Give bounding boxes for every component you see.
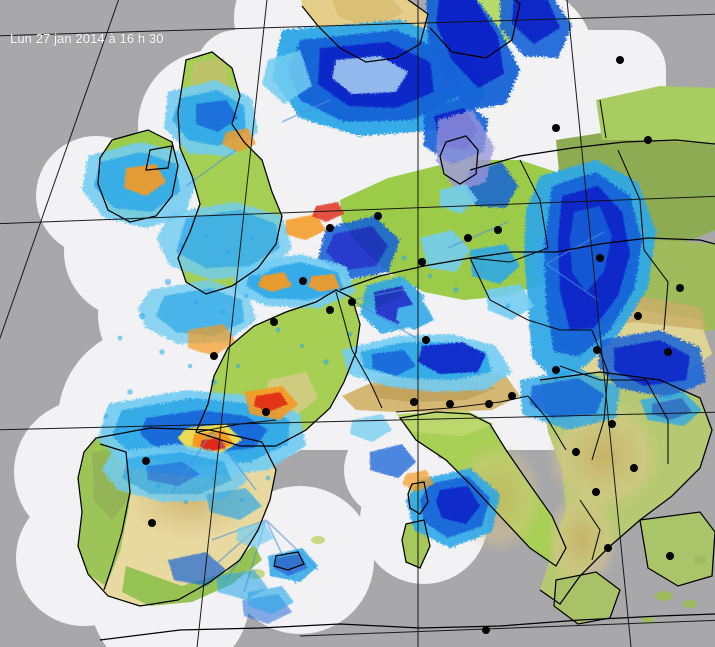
city-dot (418, 258, 426, 266)
city-dot (664, 348, 672, 356)
city-dot (210, 352, 218, 360)
city-dot (630, 464, 638, 472)
coast-north-europe (339, 237, 715, 291)
city-dot (299, 277, 307, 285)
city-dot (616, 56, 624, 64)
landmass-baltic-states (596, 86, 715, 144)
city-dot (552, 366, 560, 374)
meridian-west-outer (0, 0, 120, 340)
coast-corsica (407, 481, 429, 515)
landmass-greece-peloponnese (554, 572, 620, 624)
scandinavia-relief (332, 0, 404, 30)
landmass-greece-east (640, 512, 715, 586)
border-germany-poland (519, 159, 549, 249)
city-dot (348, 298, 356, 306)
echo-poland-czech (520, 160, 706, 430)
city-dot (410, 398, 418, 406)
coast-ireland (97, 129, 179, 223)
parallel-mid (0, 195, 715, 225)
echo-alps (342, 334, 512, 392)
border-france-italy (351, 349, 383, 409)
coast-great-britain (177, 51, 283, 295)
city-dot (142, 457, 150, 465)
border-france-germany (335, 291, 353, 351)
border-hungary-balkan (559, 365, 646, 381)
city-dot (644, 136, 652, 144)
border-northern-ireland (145, 145, 173, 171)
parallel-far-south (299, 619, 715, 637)
city-dot (482, 626, 490, 634)
border-portugal (99, 443, 131, 591)
city-dot (572, 448, 580, 456)
city-dot (596, 254, 604, 262)
city-dot (676, 284, 684, 292)
aegean-islands (642, 555, 706, 624)
echo-balearic (236, 522, 318, 614)
iberia-green-south (122, 544, 262, 606)
border-germany-czech (469, 247, 549, 263)
coast-baltic-south (469, 139, 715, 171)
city-dot (262, 408, 270, 416)
parallel-north (0, 13, 715, 37)
city-dot (464, 234, 472, 242)
precipitation-layer (82, 0, 706, 624)
border-austria-hungary (527, 319, 592, 331)
border-croatia (527, 395, 567, 451)
city-dot (422, 336, 430, 344)
city-dot (374, 212, 382, 220)
city-dot (604, 544, 612, 552)
city-dot (326, 224, 334, 232)
coast-denmark (439, 135, 479, 185)
coast-sweden (429, 0, 521, 59)
coast-italy (398, 411, 567, 567)
balkan-relief-2 (546, 490, 618, 590)
echo-sardinia (402, 468, 500, 548)
meridian-east (566, 0, 632, 647)
border-czech-austria (469, 257, 529, 321)
border-baltic (599, 99, 607, 139)
echo-spain-north (102, 444, 292, 624)
coast-north-africa (99, 613, 715, 641)
city-dots-layer (142, 56, 684, 634)
city-dot (508, 392, 516, 400)
city-dot (666, 552, 674, 560)
border-albania-greece (579, 499, 601, 561)
border-belarus (643, 249, 669, 331)
echo-ireland-scotland (82, 80, 292, 356)
city-dot (446, 400, 454, 408)
city-dot (592, 488, 600, 496)
coast-greece-east (639, 511, 715, 587)
coastline-layer (77, 0, 715, 641)
border-layer (197, 99, 669, 561)
city-dot (634, 312, 642, 320)
coast-sardinia (401, 519, 431, 569)
city-dot (485, 400, 493, 408)
city-dot (270, 318, 278, 326)
coast-scandinavia (301, 0, 429, 63)
border-poland-east (617, 149, 645, 251)
city-dot (593, 346, 601, 354)
landmass-po-valley (396, 410, 494, 436)
parallel-south (0, 411, 715, 431)
city-dot (608, 420, 616, 428)
coast-balearics (273, 551, 305, 571)
coast-balkans (539, 371, 713, 605)
coast-iberia (77, 427, 277, 607)
echo-hungary (640, 392, 702, 426)
city-dot (326, 306, 334, 314)
city-dot (494, 226, 502, 234)
city-dot (148, 519, 156, 527)
meridian-west (196, 0, 268, 647)
city-dot (552, 124, 560, 132)
border-bulgaria (645, 379, 669, 464)
